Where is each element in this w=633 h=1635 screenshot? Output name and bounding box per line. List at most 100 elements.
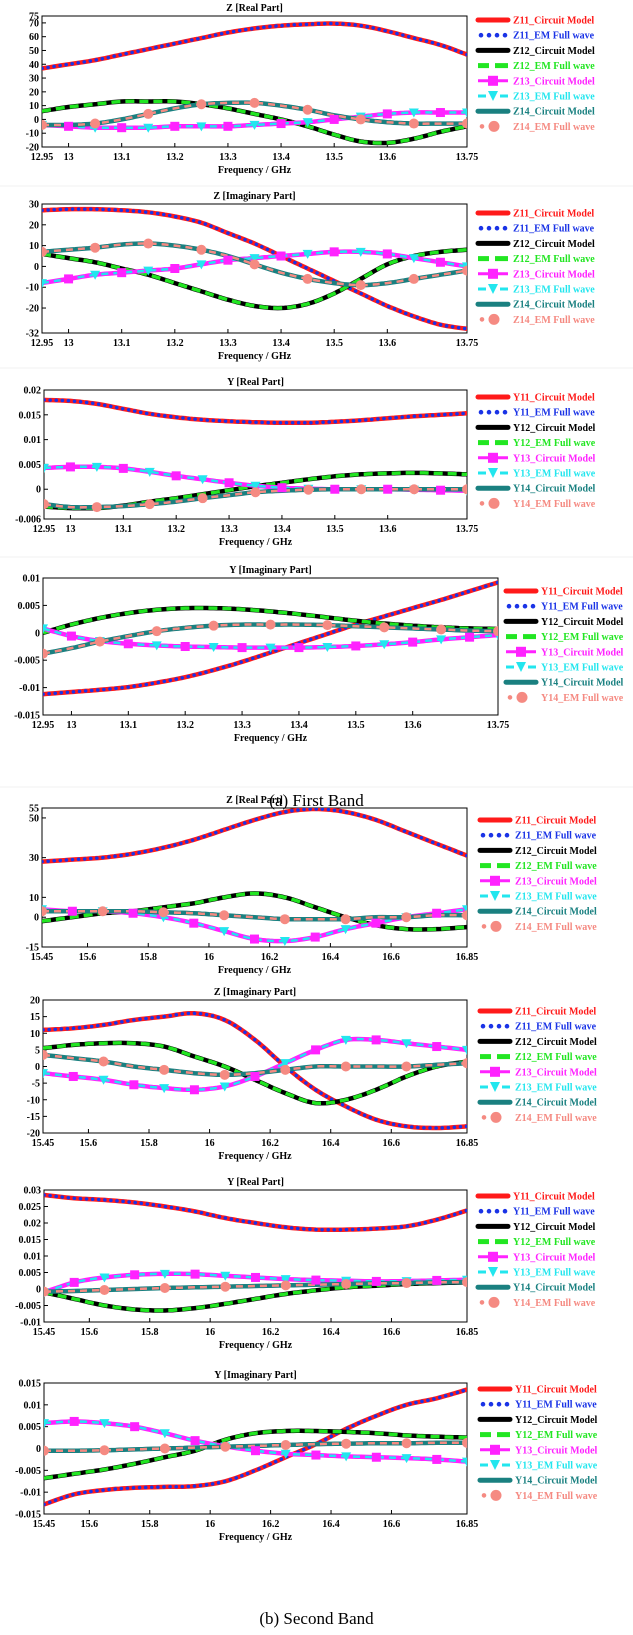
series-marker	[219, 1082, 230, 1092]
legend-swatch	[479, 1300, 485, 1305]
y-tick-label: 10	[29, 101, 39, 112]
legend-swatch	[516, 646, 526, 657]
legend-label: Y14_Circuit Model	[515, 1476, 598, 1487]
series-markers-4	[43, 606, 498, 635]
y-tick-label: -0.005	[14, 656, 40, 667]
series-marker	[401, 1061, 412, 1072]
x-tick-label: 16	[204, 952, 214, 963]
series-marker	[196, 99, 207, 110]
legend-label: Y12_EM Full wave	[513, 1237, 596, 1248]
y-tick-label: 0.01	[23, 574, 41, 585]
legend-label: Y13_EM Full wave	[541, 663, 624, 674]
x-tick-label: 13.5	[325, 338, 343, 349]
x-tick-label: 13.2	[167, 524, 185, 535]
series-marker	[143, 266, 154, 276]
series-marker	[98, 1075, 109, 1085]
legend: Y11_Circuit Model Y11_EM Full wave Y12_Cir…	[477, 1385, 598, 1502]
series-marker	[371, 1276, 381, 1286]
series-marker	[42, 119, 47, 130]
legend-label: Z14_EM Full wave	[513, 315, 595, 326]
legend-swatch	[504, 1023, 510, 1029]
y-tick-label: 0	[35, 1062, 40, 1073]
x-tick-label: 16.4	[322, 1138, 340, 1149]
series-marker	[303, 484, 314, 495]
series-marker	[197, 493, 208, 504]
x-tick-label: 13.4	[273, 524, 291, 535]
x-tick-label: 13.75	[456, 338, 479, 349]
legend: Z11_Circuit Model Z11_EM Full wave Z12_Cir…	[477, 816, 597, 933]
y-tick-label: -0.01	[20, 1488, 41, 1499]
legend-swatch	[478, 409, 484, 415]
x-tick-label: 13.1	[120, 720, 138, 731]
legend-label: Z13_Circuit Model	[513, 269, 595, 280]
x-tick-label: 13.1	[115, 524, 133, 535]
series-marker	[340, 925, 351, 935]
legend-label: Z13_Circuit Model	[513, 76, 595, 87]
y-tick-label: -15	[26, 943, 39, 954]
y-tick-label: 20	[29, 87, 39, 98]
legend-label: Z14_Circuit Model	[515, 907, 597, 918]
chart-title: Y [Imaginary Part]	[229, 565, 311, 576]
y-tick-label: -10	[26, 283, 39, 294]
series-marker	[356, 484, 367, 495]
series-marker	[42, 906, 47, 917]
y-tick-label: -15	[27, 1112, 40, 1123]
y-tick-label: 75	[29, 12, 39, 23]
chart-title: Z [Imaginary Part]	[213, 191, 295, 202]
x-tick-label: 13.75	[487, 720, 510, 731]
series-marker	[67, 906, 77, 916]
x-tick-label: 16.6	[383, 1138, 401, 1149]
series-marker	[250, 934, 259, 944]
series-marker	[462, 108, 467, 118]
series-marker	[208, 643, 219, 653]
y-tick-label: 0.02	[24, 1219, 42, 1230]
legend-swatch	[479, 124, 485, 129]
plot-frame	[43, 1189, 468, 1323]
series-marker	[90, 118, 101, 129]
series-marker	[66, 631, 76, 641]
legend-label: Y14_EM Full wave	[513, 499, 596, 510]
x-axis-label: Frequency / GHz	[218, 1151, 292, 1162]
x-tick-label: 12.95	[33, 524, 56, 535]
x-tick-label: 13.2	[166, 338, 184, 349]
legend-label: Z14_Circuit Model	[515, 1098, 597, 1109]
series-marker	[159, 1269, 170, 1279]
series-marker	[302, 273, 313, 284]
legend-swatch	[488, 120, 500, 132]
x-tick-label: 13.4	[272, 152, 290, 163]
y-tick-label: 20	[29, 220, 39, 231]
legend-swatch	[488, 268, 498, 279]
series-marker	[159, 1064, 170, 1075]
series-markers-2	[42, 21, 467, 71]
legend-label: Y13_Circuit Model	[513, 453, 596, 464]
legend-swatch	[486, 225, 492, 231]
x-tick-label: 15.8	[141, 1327, 159, 1338]
legend-swatch	[478, 32, 484, 38]
x-tick-label: 15.45	[33, 1519, 56, 1530]
series-dash-8	[44, 487, 467, 509]
x-tick-label: 13.1	[113, 338, 131, 349]
x-tick-label: 16.85	[456, 1519, 479, 1530]
series-marker	[143, 238, 154, 249]
series-marker	[341, 1452, 352, 1462]
series-marker	[462, 484, 467, 495]
series-marker	[371, 1452, 381, 1462]
legend-label: Z11_Circuit Model	[515, 1007, 596, 1018]
series-marker	[351, 641, 361, 651]
legend-swatch	[480, 832, 486, 838]
series-marker	[189, 918, 199, 928]
series-marker	[251, 1446, 260, 1456]
series-marker	[43, 1069, 48, 1079]
x-tick-label: 16.2	[262, 1327, 280, 1338]
series-marker	[432, 908, 442, 918]
chart-title: Y [Real Part]	[227, 1177, 284, 1188]
series-marker	[322, 643, 333, 653]
series-marker	[276, 119, 286, 129]
legend-label: Z11_EM Full wave	[515, 831, 597, 842]
series-marker	[462, 910, 467, 921]
legend-label: Z11_Circuit Model	[515, 816, 596, 827]
y-tick-label: 0.02	[24, 386, 42, 397]
plot-frame	[43, 389, 468, 520]
series-marker	[68, 1071, 78, 1081]
series-marker	[99, 1273, 110, 1283]
